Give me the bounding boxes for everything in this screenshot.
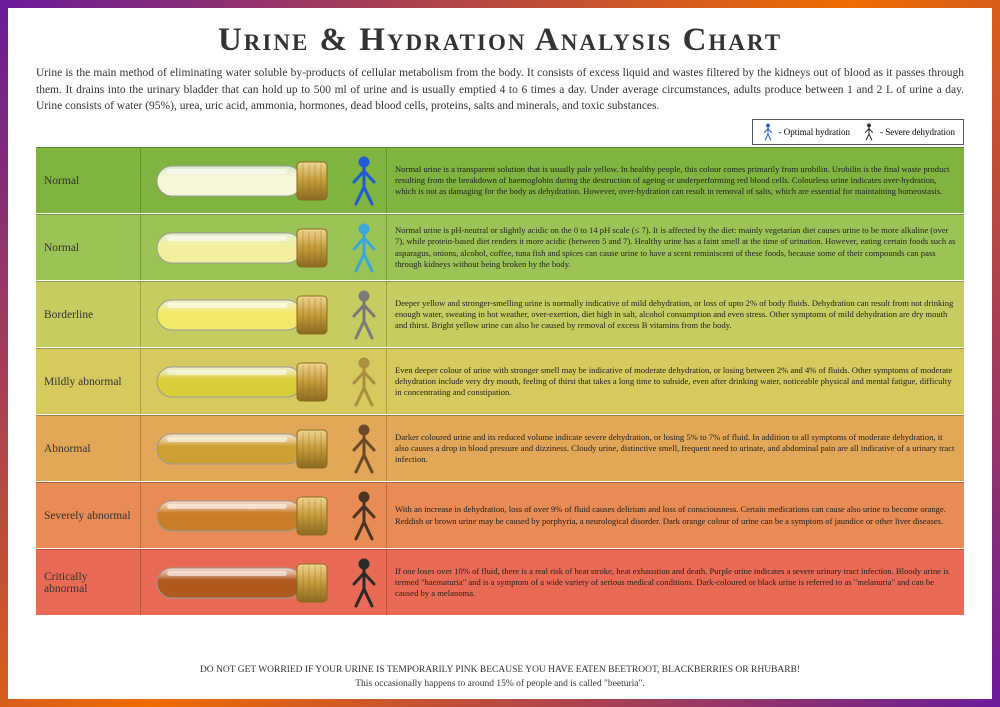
row-label: Borderline [36,282,141,347]
row-description: Deeper yellow and stronger-smelling urin… [386,282,964,347]
chart-row: Mildly abnormal [36,348,964,414]
tube-cell [141,349,341,414]
chart-row: Normal N [36,147,964,213]
tube-cell [141,148,341,213]
chart-rows: Normal N [36,147,964,660]
tube-cell [141,215,341,280]
stick-cell [341,282,386,347]
row-label: Mildly abnormal [36,349,141,414]
legend-row: - Optimal hydration - Severe dehydration [36,119,964,145]
stick-cell [341,416,386,481]
page: Urine & Hydration Analysis Chart Urine i… [8,8,992,699]
row-description: Normal urine is a transparent solution t… [386,148,964,213]
footer-line-1: DO NOT GET WORRIED IF YOUR URINE IS TEMP… [36,664,964,677]
row-label: Abnormal [36,416,141,481]
legend-severe: - Severe dehydration [862,123,955,141]
row-description: Darker coloured urine and its reduced vo… [386,416,964,481]
legend-severe-label: - Severe dehydration [880,127,955,137]
tube-cell [141,483,341,548]
chart-row: Normal N [36,214,964,280]
row-description: Even deeper colour of urine with stronge… [386,349,964,414]
row-description: Normal urine is pH-neutral or slightly a… [386,215,964,280]
chart-row: Severely abnormal [36,482,964,548]
tube-cell [141,282,341,347]
stick-icon [761,123,775,141]
legend-optimal-label: - Optimal hydration [779,127,851,137]
chart-row: Abnormal [36,415,964,481]
stick-icon [862,123,876,141]
stick-cell [341,148,386,213]
row-label: Severely abnormal [36,483,141,548]
tube-cell [141,416,341,481]
stick-cell [341,215,386,280]
stick-cell [341,349,386,414]
row-description: If one loses over 10% of fluid, there is… [386,550,964,615]
chart-title: Urine & Hydration Analysis Chart [36,22,964,59]
tube-cell [141,550,341,615]
chart-row: Borderline [36,281,964,347]
row-description: With an increase in dehydration, loss of… [386,483,964,548]
footer-line-2: This occasionally happens to around 15% … [36,678,964,691]
legend-optimal: - Optimal hydration [761,123,851,141]
stick-cell [341,483,386,548]
row-label: Normal [36,148,141,213]
stick-cell [341,550,386,615]
row-label: Normal [36,215,141,280]
chart-row: Critically abnormal [36,549,964,615]
footer: DO NOT GET WORRIED IF YOUR URINE IS TEMP… [36,660,964,691]
intro-paragraph: Urine is the main method of eliminating … [36,65,964,115]
row-label: Critically abnormal [36,550,141,615]
legend-box: - Optimal hydration - Severe dehydration [752,119,964,145]
